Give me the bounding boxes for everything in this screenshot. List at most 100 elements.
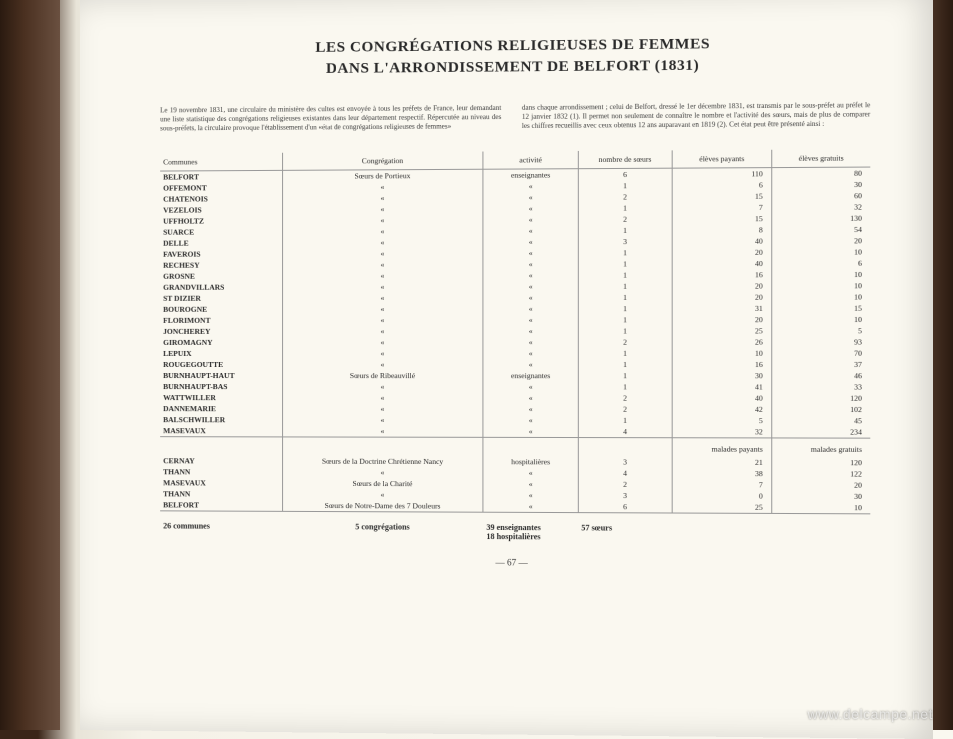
- cell-gratuits: 10: [772, 314, 871, 325]
- cell-gratuits: 54: [772, 224, 871, 236]
- cell-payants: 32: [672, 426, 772, 438]
- cell-gratuits: 122: [772, 468, 871, 480]
- page-number: — 67 —: [160, 556, 870, 570]
- cell-payants: 20: [672, 292, 772, 303]
- cell-gratuits: 60: [772, 190, 871, 202]
- cell-commune: MASEVAUX: [160, 478, 282, 489]
- cell-commune: DANNEMARIE: [160, 403, 282, 414]
- intro-col-2: dans chaque arrondissement ; celui de Be…: [522, 101, 870, 131]
- cell-activite: «: [483, 192, 578, 204]
- cell-gratuits: 33: [772, 382, 871, 393]
- cell-congregation: «: [282, 192, 483, 204]
- cell-soeurs: 1: [578, 314, 672, 325]
- cell-activite: «: [483, 501, 578, 513]
- cell-commune: SUARCE: [160, 226, 282, 238]
- cell-soeurs: 6: [578, 168, 672, 180]
- cell-congregation: Sœurs de Portieux: [282, 170, 483, 183]
- cell-payants: 15: [672, 213, 772, 225]
- cell-soeurs: 2: [578, 404, 672, 415]
- cell-congregation: Sœurs de la Charité: [282, 478, 483, 490]
- cell-congregation: «: [282, 415, 483, 426]
- summary-communes: 26 communes: [160, 511, 282, 541]
- cell-soeurs: 1: [578, 258, 672, 269]
- summary-congregations: 5 congrégations: [282, 512, 483, 543]
- header-payants: élèves payants: [672, 150, 772, 168]
- cell-activite: «: [483, 303, 578, 314]
- cell-congregation: «: [282, 489, 483, 501]
- table-row: ROUGEGOUTTE««11637: [160, 359, 870, 370]
- cell-soeurs: 1: [578, 303, 672, 314]
- cell-gratuits: 130: [772, 213, 871, 225]
- cell-payants: 0: [672, 490, 772, 502]
- cell-commune: BOUROGNE: [160, 304, 282, 315]
- summary-activite-1: 39 enseignantes: [486, 523, 575, 533]
- cell-commune: GIROMAGNY: [160, 337, 282, 348]
- cell-payants: 31: [672, 303, 772, 314]
- cell-activite: «: [483, 404, 578, 415]
- cell-soeurs: 2: [578, 479, 672, 490]
- cell-gratuits: 102: [772, 404, 871, 415]
- cell-gratuits: 10: [772, 292, 871, 303]
- cell-gratuits: 30: [772, 491, 871, 503]
- cell-payants: 40: [672, 393, 772, 404]
- cell-gratuits: 120: [772, 393, 871, 404]
- cell-soeurs: 3: [578, 236, 672, 248]
- header-malades-payants: malades payants: [672, 438, 772, 457]
- cell-payants: 8: [672, 225, 772, 237]
- intro-text: Le 19 novembre 1831, une circulaire du m…: [160, 101, 870, 134]
- cell-activite: enseignantes: [483, 169, 578, 181]
- cell-gratuits: 70: [772, 348, 871, 359]
- cell-soeurs: 1: [578, 382, 672, 393]
- cell-commune: BURNHAUPT-BAS: [160, 381, 282, 392]
- cell-commune: BELFORT: [160, 171, 282, 183]
- cell-payants: 5: [672, 415, 772, 426]
- document-page: LES CONGRÉGATIONS RELIGIEUSES DE FEMMES …: [80, 0, 933, 739]
- cell-congregation: «: [282, 248, 483, 260]
- cell-soeurs: 6: [578, 501, 672, 513]
- cell-payants: 26: [672, 337, 772, 348]
- cell-congregation: Sœurs de Ribeauvillé: [282, 370, 483, 381]
- cell-payants: 10: [672, 348, 772, 359]
- cell-soeurs: 1: [578, 281, 672, 292]
- cell-payants: 16: [672, 269, 772, 280]
- cell-commune: BALSCHWILLER: [160, 414, 282, 425]
- cell-payants: 25: [672, 502, 772, 514]
- cell-gratuits: 10: [772, 280, 871, 291]
- book-spine: [0, 0, 60, 730]
- cell-payants: 20: [672, 247, 772, 259]
- cell-activite: «: [483, 393, 578, 404]
- cell-congregation: «: [282, 326, 483, 337]
- cell-commune: GRANDVILLARS: [160, 282, 282, 293]
- cell-activite: «: [483, 479, 578, 490]
- cell-congregation: Sœurs de la Doctrine Chrétienne Nancy: [282, 456, 483, 468]
- cell-soeurs: 3: [578, 457, 672, 468]
- cell-payants: 38: [672, 468, 772, 480]
- cell-gratuits: 46: [772, 370, 871, 381]
- cell-congregation: «: [282, 226, 483, 238]
- cell-activite: «: [483, 315, 578, 326]
- cell-soeurs: 1: [578, 348, 672, 359]
- cell-gratuits: 10: [772, 269, 871, 280]
- cell-activite: «: [483, 225, 578, 237]
- header-gratuits: élèves gratuits: [772, 149, 871, 167]
- cell-gratuits: 6: [772, 258, 871, 270]
- cell-commune: BELFORT: [160, 500, 282, 512]
- table-row: LEPUIX««11070: [160, 348, 870, 359]
- cell-congregation: «: [282, 404, 483, 415]
- cell-soeurs: 2: [578, 337, 672, 348]
- cell-commune: WATTWILLER: [160, 392, 282, 403]
- cell-congregation: «: [282, 259, 483, 271]
- cell-commune: ST DIZIER: [160, 293, 282, 304]
- cell-congregation: «: [282, 215, 483, 227]
- cell-payants: 110: [672, 168, 772, 180]
- cell-payants: 25: [672, 326, 772, 337]
- cell-commune: LEPUIX: [160, 348, 282, 359]
- watermark: www.delcampe.net: [807, 706, 933, 722]
- header-malades-gratuits: malades gratuits: [772, 438, 871, 457]
- cell-payants: 7: [672, 202, 772, 214]
- cell-activite: «: [483, 348, 578, 359]
- summary-activite-2: 18 hospitalières: [486, 532, 575, 542]
- cell-gratuits: 32: [772, 202, 871, 214]
- cell-soeurs: 1: [578, 292, 672, 303]
- cell-soeurs: 1: [578, 270, 672, 281]
